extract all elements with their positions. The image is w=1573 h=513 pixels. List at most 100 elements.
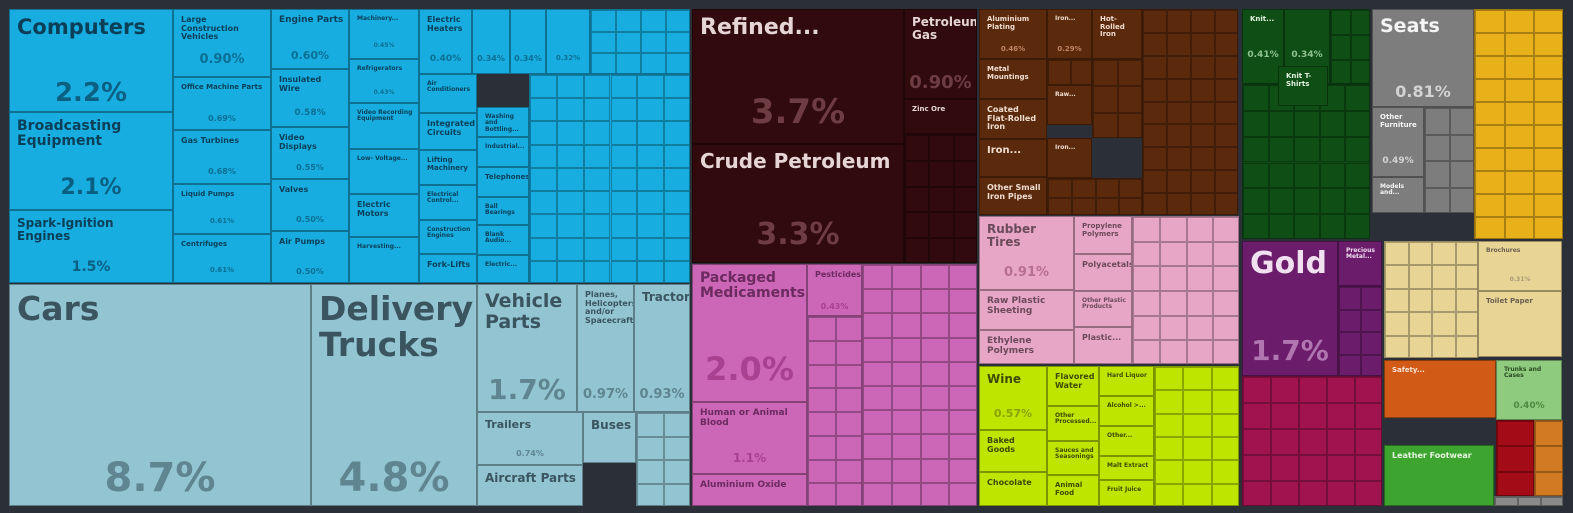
- treemap-tile-video-recording-equipment[interactable]: Video Recording Equipment: [349, 103, 419, 149]
- treemap-tile-fork-lifts[interactable]: Fork-Lifts: [419, 254, 477, 283]
- treemap-subtile: [530, 191, 557, 215]
- treemap-tile-polyacetals[interactable]: Polyacetals: [1074, 254, 1132, 291]
- treemap-tile-delivery-trucks[interactable]: Delivery Trucks 4.8%: [311, 284, 477, 506]
- treemap-tile-metal-mountings[interactable]: Metal Mountings: [979, 59, 1047, 99]
- tile-label: Animal Food: [1055, 481, 1083, 497]
- treemap-tile-ball-bearings[interactable]: Ball Bearings: [477, 197, 529, 225]
- treemap-tile-raw-plastic-sheeting[interactable]: Raw Plastic Sheeting: [979, 290, 1074, 330]
- treemap-tile-video-displays[interactable]: Video Displays 0.55%: [271, 127, 349, 179]
- treemap-tile-aluminium-oxide[interactable]: Aluminium Oxide: [692, 474, 807, 506]
- treemap-tile-office-machine-parts[interactable]: Office Machine Parts 0.69%: [173, 77, 271, 130]
- treemap-tile-iron[interactable]: Iron...: [1047, 138, 1092, 178]
- treemap-tile-large-construction-vehicles[interactable]: Large Construction Vehicles 0.90%: [173, 9, 271, 77]
- treemap-tile-sauces-and-seasonings[interactable]: Sauces and Seasonings: [1047, 441, 1099, 475]
- treemap-tile-other-small-iron-pipes[interactable]: Other Small Iron Pipes: [979, 177, 1047, 215]
- treemap-tile-leather-footwear[interactable]: Leather Footwear: [1384, 445, 1494, 506]
- treemap-tile-wine[interactable]: Wine 0.57%: [979, 366, 1047, 430]
- treemap-tile-vehicle-parts[interactable]: Vehicle Parts 1.7%: [477, 284, 577, 412]
- treemap-tile-spark-ignition-engines[interactable]: Spark-Ignition Engines 1.5%: [9, 210, 173, 283]
- treemap-tile-integrated-circuits[interactable]: Integrated Circuits: [419, 113, 477, 150]
- treemap-tile-knit[interactable]: Knit... 0.41%: [1242, 9, 1284, 84]
- treemap-tile-unnamed[interactable]: 0.34%: [510, 9, 546, 74]
- treemap-tile-zinc-ore[interactable]: Zinc Ore: [904, 99, 977, 134]
- treemap-tile-hard-liquor[interactable]: Hard Liquor: [1099, 366, 1154, 396]
- treemap-tile-broadcasting-equipment[interactable]: Broadcasting Equipment 2.1%: [9, 112, 173, 210]
- treemap-tile-coated-flat-rolled-iron[interactable]: Coated Flat-Rolled Iron: [979, 99, 1047, 139]
- treemap-tile-air-pumps[interactable]: Air Pumps 0.50%: [271, 231, 349, 283]
- treemap-tile-buses[interactable]: Buses: [583, 412, 636, 463]
- treemap-tile-refrigerators[interactable]: Refrigerators 0.43%: [349, 59, 419, 103]
- treemap-tile-pesticides[interactable]: Pesticides 0.43%: [807, 264, 862, 316]
- treemap-tile-unnamed[interactable]: 0.34%: [472, 9, 510, 74]
- treemap-tile-aluminium-plating[interactable]: Aluminium Plating 0.46%: [979, 9, 1047, 59]
- treemap-tile-plastic[interactable]: Plastic...: [1074, 327, 1132, 364]
- treemap-tile-petroleum-gas[interactable]: Petroleum Gas 0.90%: [904, 9, 977, 99]
- treemap-tile-engine-parts[interactable]: Engine Parts 0.60%: [271, 9, 349, 69]
- treemap-tile-centrifuges[interactable]: Centrifuges 0.61%: [173, 234, 271, 283]
- treemap-tile-precious-metal[interactable]: Precious Metal...: [1338, 241, 1382, 286]
- treemap-tile-tractors[interactable]: Tractors 0.93%: [634, 284, 690, 412]
- treemap-tile-malt-extract[interactable]: Malt Extract: [1099, 456, 1154, 480]
- treemap-tile-blank-audio[interactable]: Blank Audio...: [477, 225, 529, 255]
- treemap-tile-washing-and-bottling[interactable]: Washing and Bottling...: [477, 107, 529, 137]
- treemap-tile-valves[interactable]: Valves 0.50%: [271, 179, 349, 231]
- treemap-tile-models-and[interactable]: Models and...: [1372, 177, 1424, 213]
- treemap-tile-trailers[interactable]: Trailers 0.74%: [477, 412, 583, 465]
- treemap-tile-electric-motors[interactable]: Electric Motors: [349, 194, 419, 237]
- treemap-subtile: [1215, 78, 1237, 102]
- treemap-tile-industrial[interactable]: Industrial...: [477, 137, 529, 167]
- treemap-tile-iron[interactable]: Iron...: [979, 139, 1047, 177]
- treemap-tile-safety[interactable]: Safety...: [1384, 360, 1496, 418]
- treemap-tile-machinery[interactable]: Machinery... 0.45%: [349, 9, 419, 59]
- treemap-tile-insulated-wire[interactable]: Insulated Wire 0.58%: [271, 69, 349, 127]
- treemap-tile-electric[interactable]: Electric...: [477, 255, 529, 283]
- treemap-tile-brochures[interactable]: Brochures 0.31%: [1478, 241, 1562, 291]
- treemap-tile-seats[interactable]: Seats 0.81%: [1372, 9, 1474, 107]
- treemap-tile-unnamed[interactable]: 0.32%: [546, 9, 590, 74]
- treemap-tile-computers[interactable]: Computers 2.2%: [9, 9, 173, 112]
- treemap-tile-crude-petroleum[interactable]: Crude Petroleum 3.3%: [692, 144, 904, 263]
- tile-value: 0.68%: [208, 167, 236, 176]
- treemap-tile-other[interactable]: Other...: [1099, 426, 1154, 456]
- treemap-tile-hot-rolled-iron[interactable]: Hot-Rolled Iron: [1092, 9, 1142, 59]
- treemap-tile-raw[interactable]: Raw...: [1047, 85, 1092, 125]
- treemap-tile-iron[interactable]: Iron... 0.29%: [1047, 9, 1092, 59]
- treemap-tile-air-conditioners[interactable]: Air Conditioners: [419, 74, 477, 113]
- treemap-tile-packaged-medicaments[interactable]: Packaged Medicaments 2.0%: [692, 264, 807, 402]
- treemap-tile-rubber-tires[interactable]: Rubber Tires 0.91%: [979, 216, 1074, 290]
- treemap-tile-trunks-and-cases[interactable]: Trunks and Cases 0.40%: [1496, 360, 1562, 420]
- treemap-tile-low-voltage[interactable]: Low- Voltage...: [349, 149, 419, 194]
- treemap-tile-aircraft-parts[interactable]: Aircraft Parts: [477, 465, 583, 506]
- treemap-tile-gas-turbines[interactable]: Gas Turbines 0.68%: [173, 130, 271, 184]
- treemap-tile-knit-t-shirts[interactable]: Knit T-Shirts: [1278, 66, 1328, 106]
- treemap-tile-lifting-machinery[interactable]: Lifting Machinery: [419, 150, 477, 185]
- treemap-tile-telephones[interactable]: Telephones: [477, 167, 529, 197]
- treemap-tile-alcohol[interactable]: Alcohol >...: [1099, 396, 1154, 426]
- treemap-tile-cars[interactable]: Cars 8.7%: [9, 284, 311, 506]
- treemap-tile-liquid-pumps[interactable]: Liquid Pumps 0.61%: [173, 184, 271, 234]
- treemap-tile-gold[interactable]: Gold 1.7%: [1242, 241, 1338, 376]
- treemap-tile-construction-engines[interactable]: Construction Engines: [419, 220, 477, 254]
- treemap-tile-ethylene-polymers[interactable]: Ethylene Polymers: [979, 330, 1074, 364]
- treemap-tile-planes-helicopters-and-or-spacecraft[interactable]: Planes, Helicopters, and/or Spacecraft 0.…: [577, 284, 634, 412]
- treemap-tile-fruit-juice[interactable]: Fruit Juice: [1099, 480, 1154, 506]
- treemap-tile-other-processed[interactable]: Other Processed...: [1047, 406, 1099, 441]
- treemap-subtile: [1243, 429, 1271, 455]
- treemap-tile-toilet-paper[interactable]: Toilet Paper: [1478, 291, 1562, 357]
- treemap-tile-other-plastic-products[interactable]: Other Plastic Products: [1074, 291, 1132, 327]
- treemap-tile-electrical-control[interactable]: Electrical Control...: [419, 185, 477, 220]
- treemap-tile-other-furniture[interactable]: Other Furniture 0.49%: [1372, 107, 1424, 177]
- treemap-subtile: [1213, 340, 1238, 363]
- treemap-tile-flavored-water[interactable]: Flavored Water: [1047, 366, 1099, 406]
- treemap-tile-animal-food[interactable]: Animal Food: [1047, 475, 1099, 506]
- treemap-tile-harvesting[interactable]: Harvesting...: [349, 237, 419, 283]
- treemap-tile-refined[interactable]: Refined... 3.7%: [692, 9, 904, 144]
- treemap-subtile: [905, 135, 930, 161]
- treemap-tile-chocolate[interactable]: Chocolate: [979, 472, 1047, 506]
- treemap-tile-propylene-polymers[interactable]: Propylene Polymers: [1074, 216, 1132, 254]
- treemap-tile-electric-heaters[interactable]: Electric Heaters 0.40%: [419, 9, 472, 74]
- treemap-subtile: [1093, 86, 1118, 113]
- tile-value: 2.1%: [60, 175, 122, 200]
- treemap-tile-human-or-animal-blood[interactable]: Human or Animal Blood 1.1%: [692, 402, 807, 474]
- treemap-tile-baked-goods[interactable]: Baked Goods: [979, 430, 1047, 472]
